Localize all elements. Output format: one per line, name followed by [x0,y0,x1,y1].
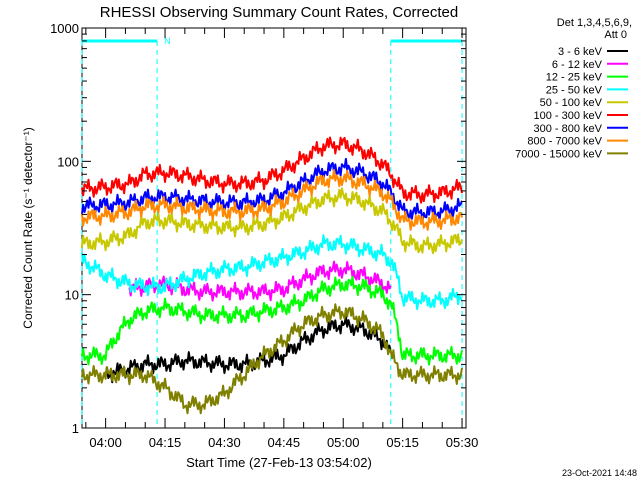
x-tick-label: 05:00 [327,435,360,450]
series-line-0-0 [104,315,392,384]
legend-label: 6 - 12 keV [552,59,603,71]
legend-label: 800 - 7000 keV [527,136,602,148]
series-line-6-0 [80,157,463,223]
series-line-8-0 [80,303,463,415]
x-tick-label: 04:45 [268,435,301,450]
x-tick-label: 04:30 [208,435,241,450]
y-tick-label: 1000 [50,21,79,36]
legend-label: 300 - 800 keV [534,123,603,135]
plot-area: N 1 10 100 1000 04:00 04:15 04:30 04:45 05:00 05… [50,21,478,450]
y-tick-label: 10 [65,288,79,303]
legend-header-line-1: Det 1,3,4,5,6,9, [557,17,632,29]
x-axis-ticks: 04:00 04:15 04:30 04:45 05:00 05:15 05:30 [85,28,479,450]
footer-date: 23-Oct-2021 14:48 [562,468,637,478]
legend-label: 100 - 300 keV [534,110,603,122]
x-axis-label: Start Time (27-Feb-13 03:54:02) [186,455,372,470]
series-line-2-0 [80,275,463,366]
legend-label: 25 - 50 keV [546,84,603,96]
legend-label: 12 - 25 keV [546,72,603,84]
flag-label: N [164,36,171,46]
y-tick-label: 1 [72,421,79,436]
chart-title: RHESSI Observing Summary Count Rates, Co… [100,4,458,21]
series-line-7-0 [80,169,463,231]
y-tick-label: 100 [57,154,79,169]
attenuator-flags: N [81,36,463,428]
series-line-4-0 [80,187,463,255]
series-line-5-0 [80,136,463,204]
plot-frame [81,27,467,429]
x-tick-label: 04:15 [149,435,182,450]
y-axis-label: Corrected Count Rate (s⁻¹ detector⁻¹) [21,127,35,328]
legend-label: 7000 - 15000 keV [515,148,603,160]
series-line-3-0 [80,234,463,311]
legend-header-line-2: Att 0 [604,29,627,41]
y-axis-ticks: 1 10 100 1000 [50,21,466,436]
legend-label: 50 - 100 keV [540,97,603,109]
legend-label: 3 - 6 keV [558,46,603,58]
x-tick-label: 04:00 [89,435,122,450]
series-lines [80,136,463,415]
x-tick-label: 05:30 [446,435,479,450]
x-tick-label: 05:15 [386,435,419,450]
